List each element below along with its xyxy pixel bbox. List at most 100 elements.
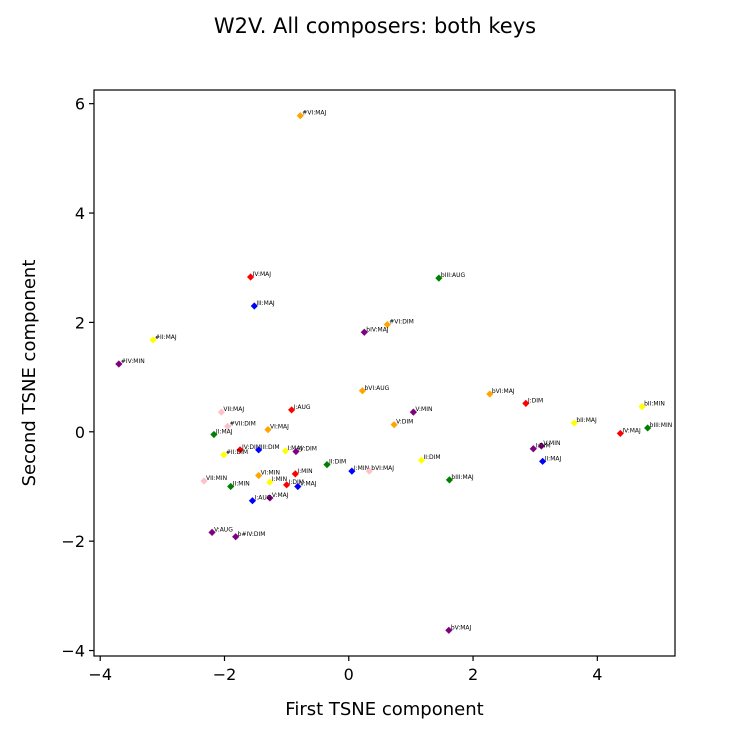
data-point: bVI:AUG — [358, 385, 390, 395]
point-marker — [291, 470, 299, 478]
data-point: V:MIN — [409, 406, 432, 416]
point-marker — [383, 321, 391, 329]
point-marker — [570, 419, 578, 427]
point-label: I:AUG — [254, 495, 271, 502]
y-tick-label: 4 — [75, 204, 85, 223]
data-point: V:MAJ — [266, 492, 289, 502]
data-point: IV:MAJ — [616, 427, 641, 438]
data-point: V:MIN — [537, 440, 560, 450]
point-label: I:AUG — [294, 404, 311, 411]
point-label: IV:MAJ — [253, 271, 272, 278]
point-label: IV:DIM — [242, 444, 261, 451]
point-marker — [255, 471, 263, 480]
point-marker — [248, 497, 257, 505]
point-marker — [236, 446, 244, 454]
point-marker — [266, 478, 274, 486]
point-label: b#IV:DIM — [238, 531, 266, 538]
data-point: VII:MAJ — [217, 406, 244, 416]
point-marker — [537, 442, 546, 450]
point-marker — [232, 533, 240, 541]
point-label: bVI:MAJ — [371, 465, 394, 472]
data-point: bIII:MIN — [644, 422, 672, 432]
data-point: VI:MAJ — [264, 424, 289, 434]
data-point: bVI:MAJ — [486, 388, 515, 398]
point-marker — [283, 481, 291, 489]
data-point: bII:MAJ — [570, 417, 597, 427]
chart-title: W2V. All composers: both keys — [214, 14, 536, 38]
point-label: III:MAJ — [256, 300, 275, 307]
point-label: II:DIM — [329, 459, 346, 466]
point-label: I:MIN — [297, 468, 312, 475]
y-axis-title: Second TSNE component — [19, 260, 40, 487]
point-label: I:DIM — [289, 479, 304, 486]
point-marker — [644, 424, 652, 432]
point-marker — [522, 399, 530, 407]
point-marker — [486, 390, 494, 398]
point-marker — [358, 387, 367, 395]
point-marker — [288, 406, 296, 414]
point-marker — [255, 446, 263, 454]
point-label: bIII:MIN — [650, 422, 673, 429]
point-label: #VI:DIM — [389, 319, 414, 326]
point-label: I:MAJ — [287, 445, 302, 452]
point-marker — [360, 328, 368, 336]
point-marker — [417, 456, 426, 464]
data-point: #II:MAJ — [149, 334, 177, 344]
point-marker — [365, 467, 373, 475]
point-label: V:DIM — [396, 419, 413, 426]
data-point: I:MAJ — [281, 445, 302, 455]
point-marker — [435, 274, 443, 282]
data-point: II:MIN — [227, 480, 250, 491]
data-point: I:DIM — [522, 397, 543, 407]
point-marker — [292, 447, 300, 456]
point-label: IV:DIM — [298, 445, 317, 452]
data-point: III:MAJ — [250, 300, 275, 310]
data-point: II:DIM — [417, 454, 441, 464]
data-point: I:MIN — [291, 468, 313, 478]
data-point: IV:MAJ — [246, 271, 272, 281]
x-tick-label: 0 — [344, 665, 354, 684]
point-marker — [445, 626, 453, 634]
point-label: I:MIN — [354, 465, 369, 472]
data-point: I:AUG — [288, 404, 311, 414]
x-tick-label: 4 — [592, 665, 602, 684]
x-axis-title: First TSNE component — [285, 699, 483, 720]
point-label: bII:MIN — [644, 401, 665, 408]
point-marker — [539, 457, 547, 465]
data-point: bII:MIN — [638, 401, 665, 411]
data-point: #VII:DIM — [223, 420, 256, 430]
point-label: #IV:MIN — [121, 358, 145, 365]
x-tick-label: −2 — [213, 665, 237, 684]
point-marker — [390, 421, 398, 429]
y-tick-label: −4 — [61, 642, 85, 661]
point-label: #II:DIM — [226, 449, 248, 456]
point-label: bIII:AUG — [441, 272, 466, 279]
point-marker — [266, 494, 274, 502]
point-label: I:DIM — [528, 397, 543, 404]
data-point: IV:DIM — [236, 444, 261, 454]
data-point: III:DIM — [255, 444, 280, 454]
data-point: bIII:MAJ — [445, 474, 474, 484]
data-point: II:MAJ — [210, 429, 233, 439]
y-tick-label: 0 — [75, 423, 85, 442]
data-point: #IV:MIN — [115, 358, 145, 368]
point-marker — [638, 403, 646, 411]
point-marker — [616, 429, 624, 438]
point-label: II:DIM — [423, 454, 440, 461]
point-label: VI:MAJ — [270, 424, 289, 431]
data-point: V:AUG — [208, 526, 233, 537]
data-point: V:MAJ — [294, 480, 317, 491]
data-point: VI:MIN — [255, 470, 280, 480]
point-label: V:MAJ — [272, 492, 289, 499]
data-point: II:DIM — [323, 459, 346, 469]
data-point: I:DIM — [529, 443, 551, 453]
point-marker — [409, 408, 417, 416]
point-label: IV:MAJ — [622, 427, 641, 434]
data-point: II:MAJ — [539, 455, 561, 465]
data-point: bVI:MAJ — [365, 465, 394, 475]
y-tick-label: 2 — [75, 313, 85, 332]
point-marker — [281, 447, 289, 455]
point-label: bIV:MAJ — [366, 326, 388, 333]
point-label: bV:MAJ — [451, 624, 472, 631]
point-marker — [264, 426, 272, 434]
